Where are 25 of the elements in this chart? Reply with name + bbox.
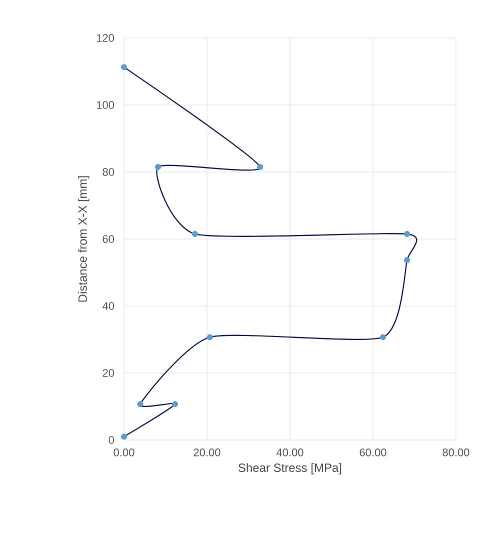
y-tick-label: 80 [102,168,114,176]
y-tick-label: 100 [96,101,114,109]
y-tick-label: 20 [102,369,114,377]
y-tick-label: 40 [102,302,114,310]
point [120,64,127,70]
point [380,334,386,340]
x-tick-label: 20.00 [194,448,220,456]
y-axis-title: Distance from X-X [mm] [78,176,90,302]
point [137,401,144,408]
point [404,230,410,237]
point [192,230,198,237]
point [404,257,410,264]
point [155,164,162,170]
point [172,401,178,408]
x-tick-label: 40.00 [276,448,304,456]
point [206,334,213,340]
x-tick-label: 0.00 [114,448,134,456]
x-tick-label: 80.00 [442,448,470,456]
x-axis-title: Shear Stress [MPa] [238,463,342,474]
x-tick-label: 60.00 [360,448,386,456]
point [120,434,127,440]
y-tick-label: 0 [108,436,114,444]
point [257,164,264,170]
y-tick-label: 60 [102,235,114,243]
y-tick-label: 120 [96,34,114,42]
